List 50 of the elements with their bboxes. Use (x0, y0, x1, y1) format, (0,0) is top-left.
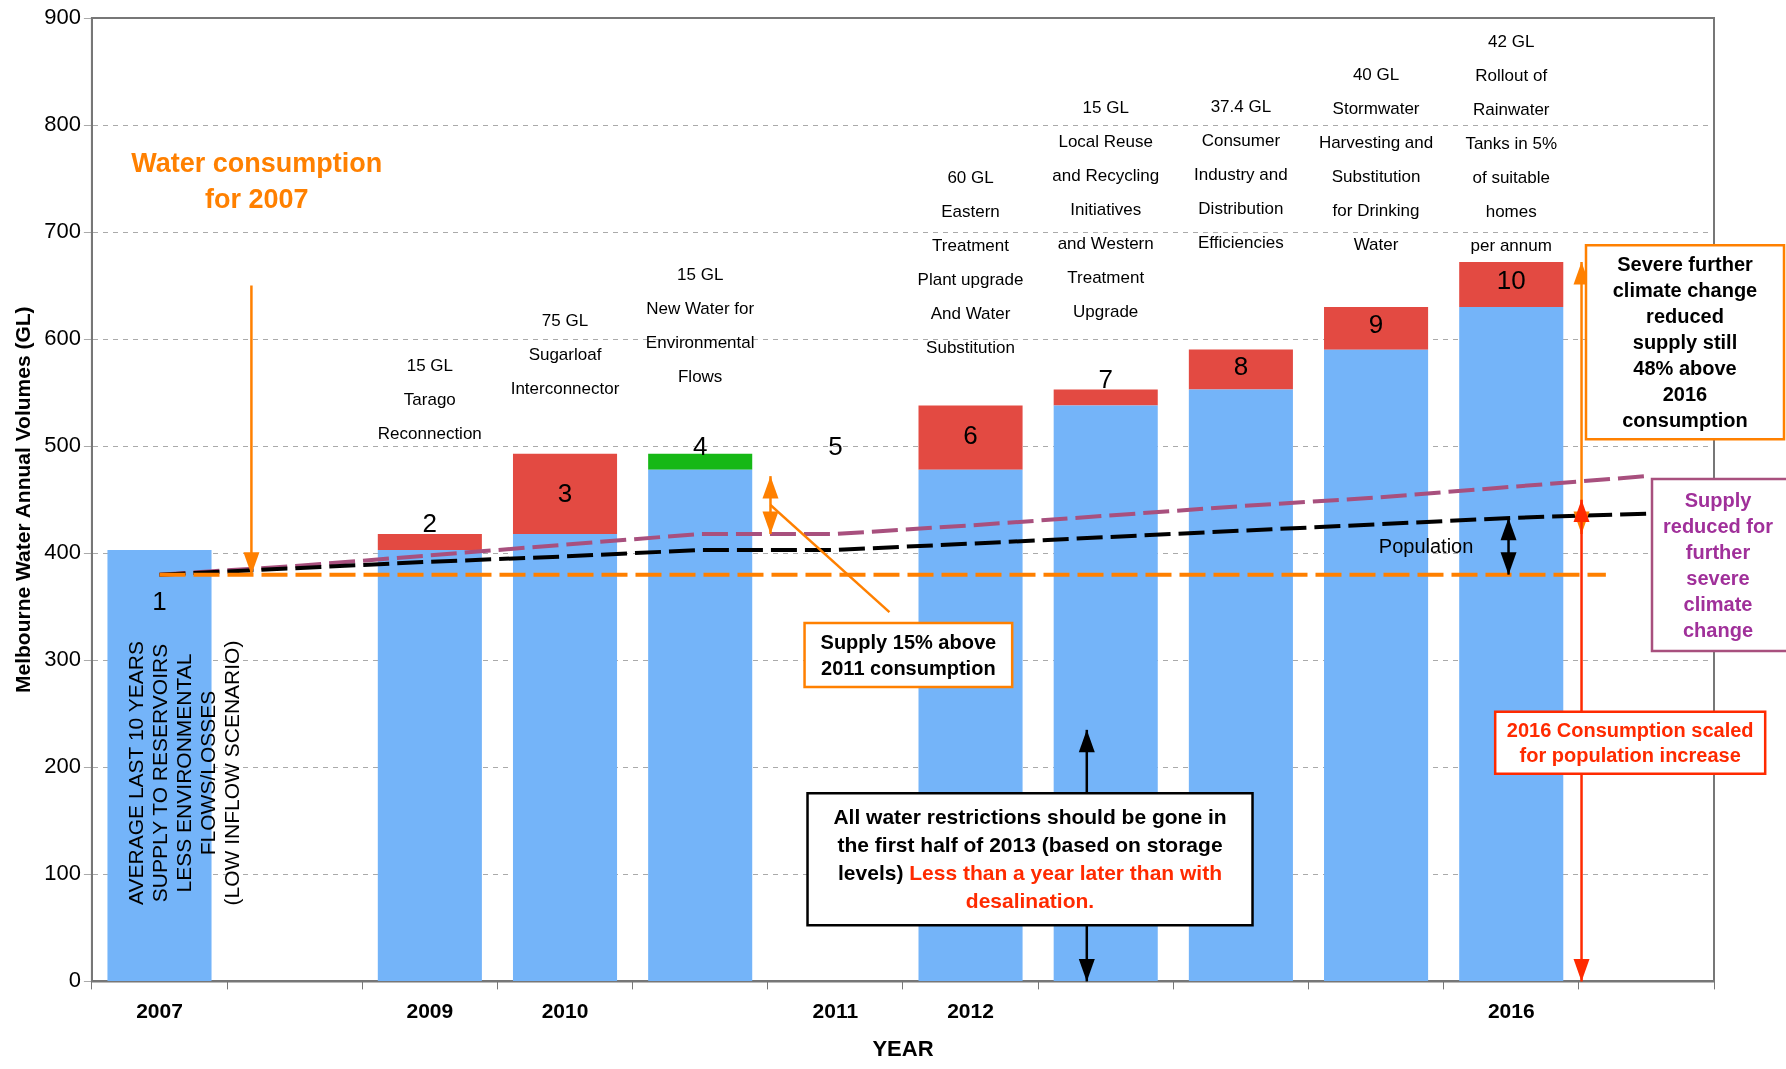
y-tick-label: 800 (44, 111, 81, 137)
annotation: 10 (1496, 264, 1526, 296)
bar (648, 469, 753, 981)
y-tick-label: 900 (44, 4, 81, 30)
annotation: 8 (1233, 350, 1249, 382)
bar (1324, 307, 1429, 350)
annotation: 42 GL Rollout of Rainwater Tanks in 5% of suitable homes per annum (1465, 31, 1558, 258)
x-tick-label: 2012 (947, 998, 994, 1022)
annotation: 1 (152, 585, 167, 617)
bar (648, 453, 753, 470)
annotation: 15 GL New Water for Environmental Flows (645, 264, 755, 389)
ref-line-label: Water consumption for 2007 (130, 146, 384, 216)
x-tick-label: 2009 (406, 998, 454, 1022)
y-axis-title: Melbourne Water Annual Volumes (GL) (11, 306, 35, 693)
annotation: 40 GL Stormwater Harvesting and Substitution for Drinking Water (1318, 64, 1434, 257)
y-tick-label: 200 (44, 753, 81, 779)
annotation: 15 GL Tarago Reconnection (377, 355, 482, 446)
y-tick-label: 700 (44, 218, 81, 244)
bar (377, 550, 482, 981)
y-tick-label: 300 (44, 646, 81, 672)
bar (1459, 262, 1564, 308)
annotation: 4 (692, 430, 708, 462)
annotation: AVERAGE LAST 10 YEARS SUPPLY TO RESERVOIRS LESS ENVIRONMENTAL FLOWS/LOSSES (LOW INFLOW SCENARIO) (123, 640, 244, 906)
y-tick-label: 100 (44, 860, 81, 886)
annotation: 6 (963, 419, 978, 451)
y-tick-label: 500 (44, 432, 81, 458)
y-tick-label: 0 (68, 967, 81, 993)
annotation: 60 GL Eastern Treatment Plant upgrade And Water Substitution (917, 167, 1024, 360)
y-tick-label: 400 (44, 539, 81, 565)
x-tick-label: 2007 (136, 998, 183, 1022)
annotation: 37.4 GL Consumer Industry and Distribution Efficiencies (1194, 96, 1288, 255)
bar (1188, 349, 1293, 390)
bar (512, 453, 618, 534)
annotation: 9 (1368, 308, 1384, 340)
y-tick-label: 600 (44, 325, 81, 351)
x-tick-label: 2011 (812, 998, 859, 1022)
annotation: 2 (422, 507, 438, 539)
annotation: 75 GL Sugarloaf Interconnector (510, 310, 620, 401)
x-axis-title: YEAR (872, 1035, 934, 1061)
annotation: 15 GL Local Reuse and Recycling Initiatives and Western Treatment Upgrade (1052, 96, 1160, 323)
x-tick-label: 2016 (1487, 998, 1535, 1022)
bar (377, 533, 482, 551)
bar (1053, 389, 1158, 406)
annotation: 5 (828, 430, 843, 462)
annotation: 3 (557, 477, 573, 509)
x-tick-label: 2010 (541, 998, 589, 1022)
annotation: 7 (1098, 363, 1113, 395)
annotation: Less than a year later than with desalination. (908, 861, 1223, 913)
bar (512, 533, 618, 981)
bar (918, 405, 1023, 470)
